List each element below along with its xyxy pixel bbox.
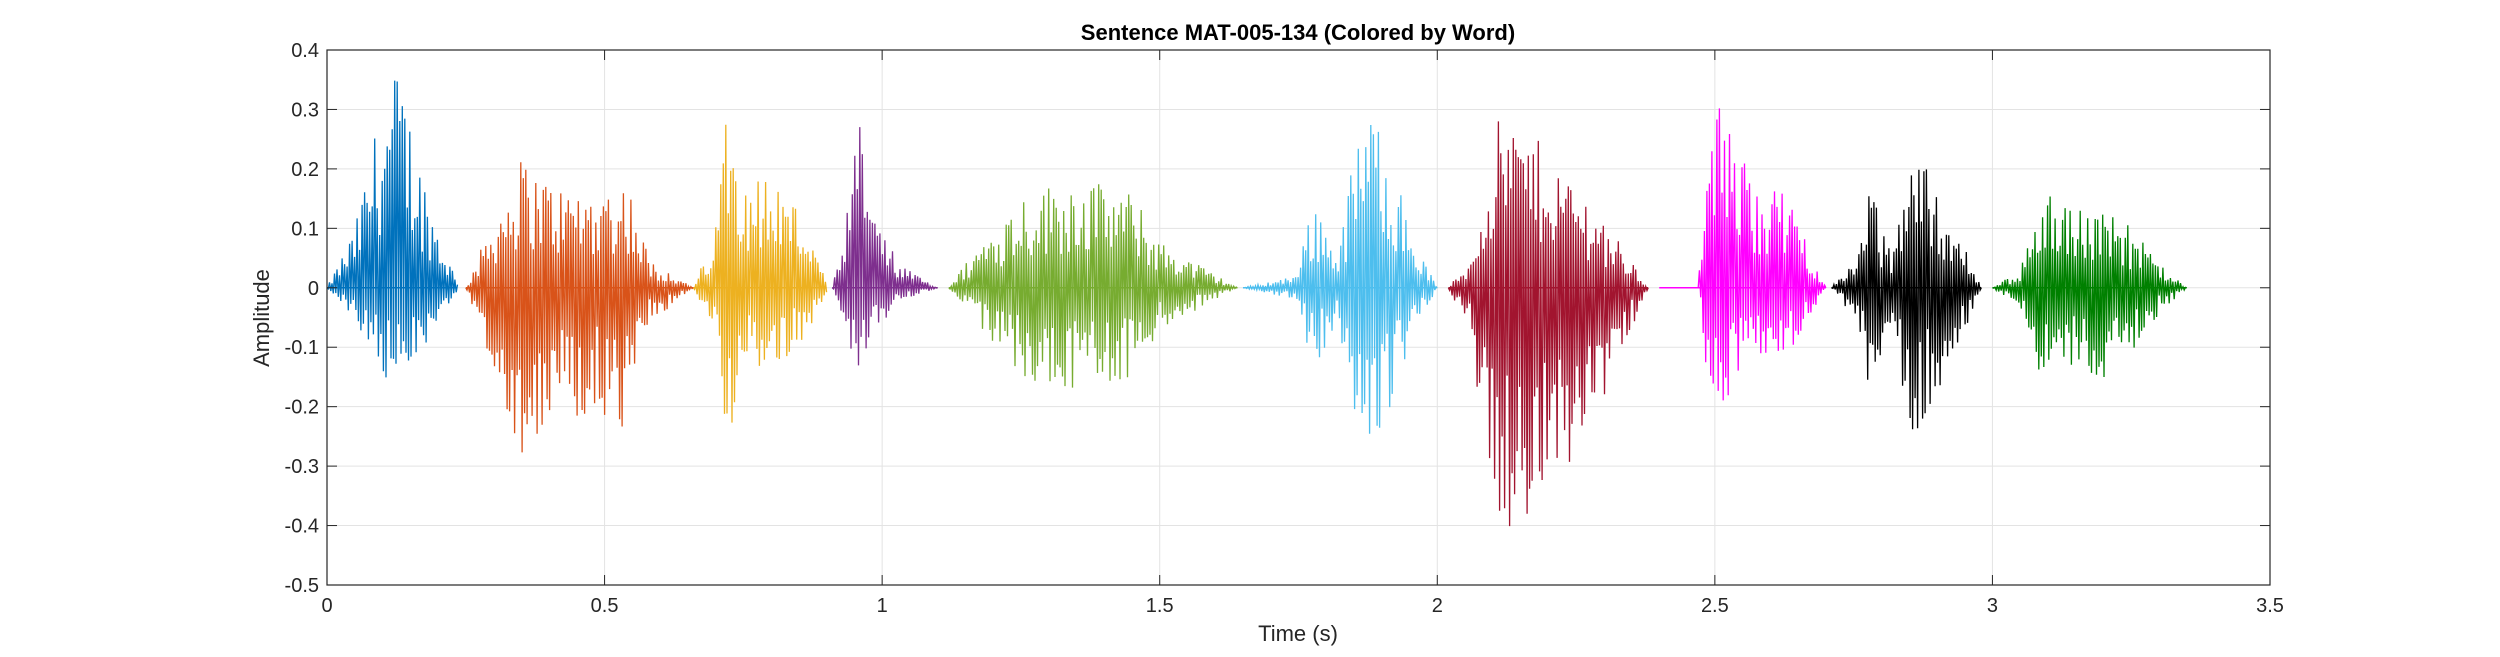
x-tick-label: 2.5 xyxy=(1701,595,1729,617)
y-tick-label: -0.3 xyxy=(285,456,319,478)
y-tick-label: -0.2 xyxy=(285,397,319,419)
word-waveform-2 xyxy=(465,162,694,453)
word-waveform-10 xyxy=(1992,196,2187,378)
series-layer xyxy=(326,80,2187,527)
x-axis-label: Time (s) xyxy=(1258,621,1338,646)
word-waveform-4 xyxy=(831,127,938,366)
word-waveform-5 xyxy=(948,184,1238,388)
y-tick-label: 0 xyxy=(308,278,319,300)
x-tick-label: 1.5 xyxy=(1146,595,1174,617)
word-waveform-3 xyxy=(692,124,828,423)
axes-background xyxy=(327,50,2270,585)
ticks: 0 0.5 1 1.5 2 2.5 3 3.5 0.4 0.3 0.2 0.1 0 -0.1 -0.2 -0.… xyxy=(285,40,2284,617)
y-tick-label: -0.5 xyxy=(285,575,319,597)
y-tick-label: 0.3 xyxy=(291,99,319,121)
x-tick-label: 1 xyxy=(877,595,888,617)
x-tick-label: 3.5 xyxy=(2256,595,2284,617)
x-tick-label: 2 xyxy=(1432,595,1443,617)
y-tick-label: 0.1 xyxy=(291,218,319,240)
word-waveform-9 xyxy=(1831,169,1982,430)
y-tick-label: -0.1 xyxy=(285,337,319,359)
y-tick-label: 0.4 xyxy=(291,40,319,62)
x-tick-label: 0.5 xyxy=(591,595,619,617)
axes-box xyxy=(326,49,2271,586)
chart-title: Sentence MAT-005-134 (Colored by Word) xyxy=(1081,20,1515,45)
y-tick-label: 0.2 xyxy=(291,159,319,181)
word-waveform-6 xyxy=(1242,124,1438,434)
word-waveform-7 xyxy=(1447,121,1649,527)
x-tick-label: 0 xyxy=(321,595,332,617)
y-axis-label: Amplitude xyxy=(249,269,274,367)
y-tick-label: -0.4 xyxy=(285,516,319,538)
x-tick-label: 3 xyxy=(1987,595,1998,617)
